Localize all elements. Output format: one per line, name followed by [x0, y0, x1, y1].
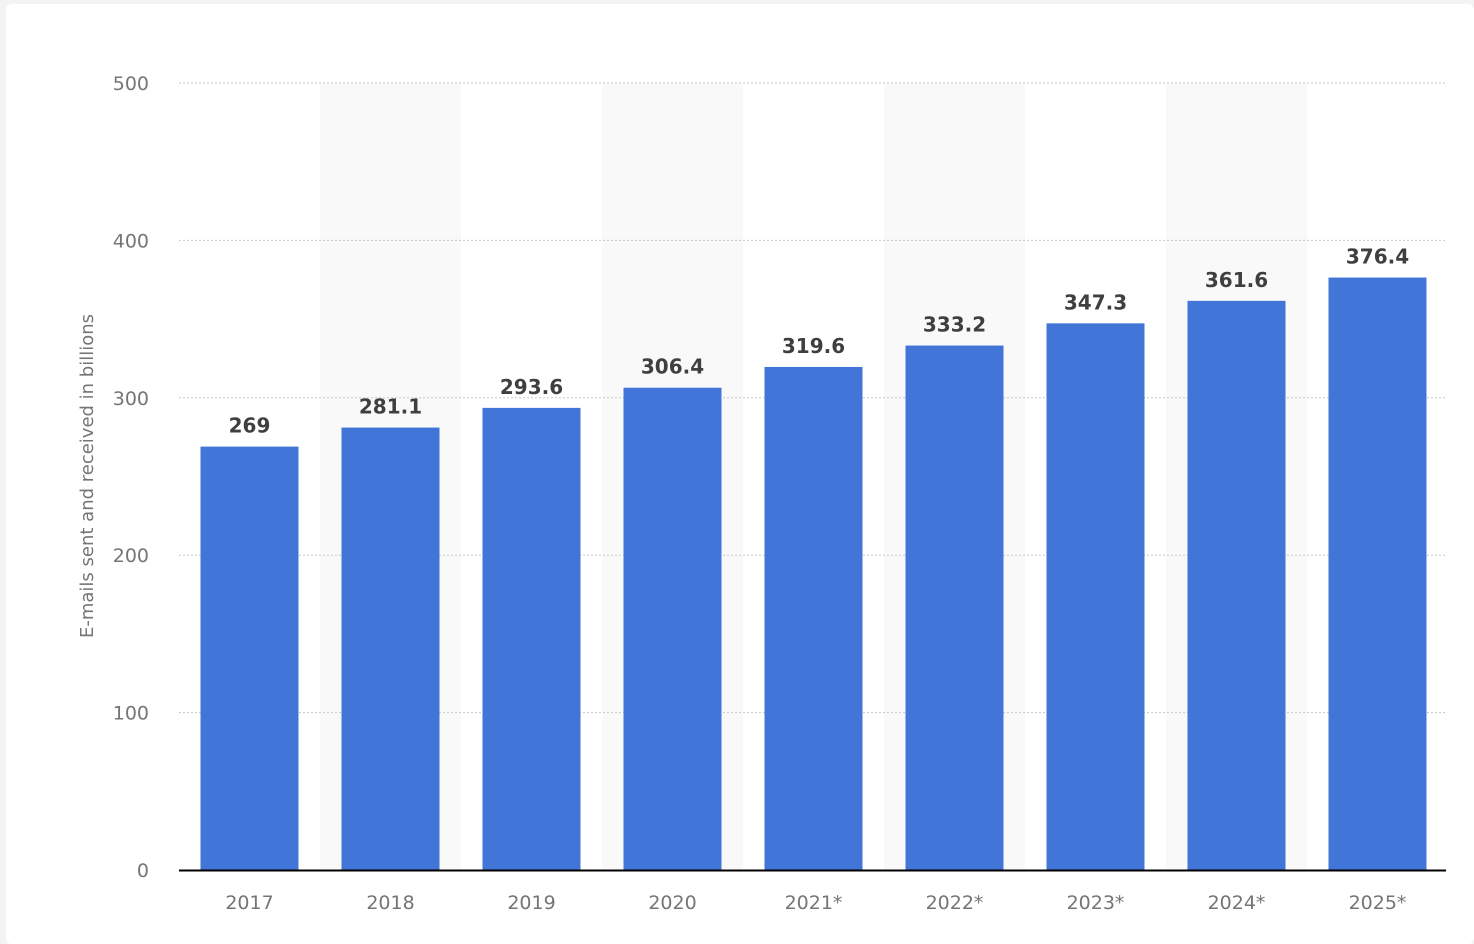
x-tick-2024*: 2024*: [1208, 892, 1266, 914]
x-tick-2020: 2020: [648, 892, 696, 914]
value-label-2023*: 347.3: [1064, 290, 1127, 314]
value-label-2021*: 319.6: [782, 334, 845, 358]
bars: [200, 277, 1427, 870]
value-label-2019: 293.6: [500, 375, 563, 399]
y-tick-400: 400: [113, 230, 149, 252]
x-axis-ticks: 2017 2018 2019 2020 2021* 2022* 2023* 2024* 2025…: [225, 892, 1406, 914]
bar-2022*: [905, 345, 1004, 870]
bar-2020: [623, 387, 722, 870]
bar-2024*: [1187, 300, 1286, 870]
y-axis-ticks: 0 100 200 300 400 500: [113, 73, 149, 882]
y-tick-0: 0: [137, 860, 149, 882]
bar-2018: [341, 427, 440, 870]
value-label-2017: 269: [229, 414, 271, 438]
bar-2019: [482, 407, 581, 870]
x-tick-2018: 2018: [366, 892, 414, 914]
bar-2017: [200, 446, 299, 870]
value-labels: 269 281.1 293.6 306.4 319.6 333.2 347.3 361.6 37…: [229, 245, 1410, 438]
y-tick-200: 200: [113, 545, 149, 567]
x-tick-2019: 2019: [507, 892, 555, 914]
y-tick-100: 100: [113, 703, 149, 725]
x-tick-2025*: 2025*: [1349, 892, 1407, 914]
y-tick-500: 500: [113, 73, 149, 95]
x-tick-2021*: 2021*: [785, 892, 843, 914]
value-label-2022*: 333.2: [923, 313, 986, 337]
value-label-2025*: 376.4: [1346, 245, 1409, 269]
bar-2021*: [764, 366, 863, 870]
bar-chart: 0 100 200 300 400 500 269 281.1 293.6 306.4 319.6…: [77, 73, 1446, 914]
bar-2023*: [1046, 323, 1145, 870]
value-label-2020: 306.4: [641, 355, 704, 379]
value-label-2024*: 361.6: [1205, 268, 1268, 292]
y-tick-300: 300: [113, 388, 149, 410]
bar-2025*: [1328, 277, 1427, 870]
value-label-2018: 281.1: [359, 395, 422, 419]
chart-card: 0 100 200 300 400 500 269 281.1 293.6 306.4 319.6…: [6, 4, 1474, 944]
y-axis-label: E-mails sent and received in billions: [77, 314, 98, 638]
x-tick-2017: 2017: [225, 892, 273, 914]
x-tick-2022*: 2022*: [926, 892, 984, 914]
x-tick-2023*: 2023*: [1067, 892, 1125, 914]
